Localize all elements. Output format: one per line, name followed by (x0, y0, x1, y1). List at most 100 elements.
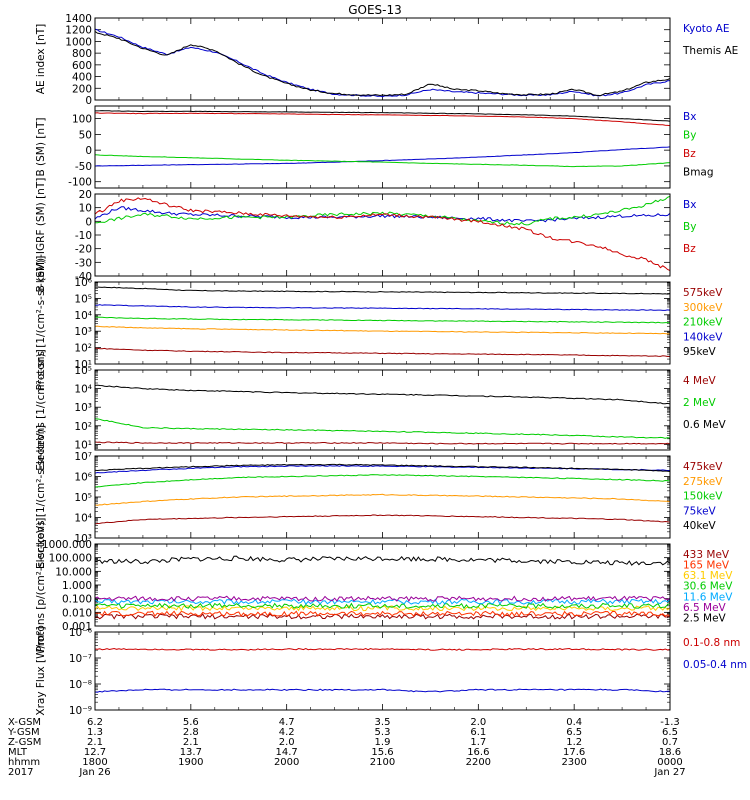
series-line-40kev (95, 463, 670, 472)
ephemeris-cell: 2200 (466, 757, 491, 768)
y-tick-label: 10⁴ (74, 384, 92, 396)
series-line-2-mev (95, 418, 670, 439)
y-axis-label: Protons [p/(cm²-s-sr-keV)] (35, 518, 47, 653)
series-line-0-6-mev (95, 384, 670, 405)
y-tick-label: 10⁵ (74, 365, 92, 377)
ephemeris-cell: 2.1 (87, 737, 103, 748)
y-tick-label: 10.000 (55, 566, 92, 578)
y-tick-label: 800 (72, 48, 92, 60)
ephemeris-cell: Jan 27 (653, 767, 685, 778)
series-group (95, 555, 670, 620)
panel-frame (94, 17, 671, 101)
ephemeris-cell: 2.8 (183, 727, 199, 738)
figure-title: GOES-13 (348, 3, 402, 17)
legend-entry: 0.05-0.4 nm (683, 659, 747, 671)
legend-entry: 475keV (683, 461, 723, 473)
y-tick-label: 0.100 (62, 594, 92, 606)
y-tick-label: 600 (72, 60, 92, 72)
y-tick-label: 0.010 (62, 607, 92, 619)
series-group (95, 110, 670, 168)
ephemeris-cell: 6.2 (87, 717, 103, 728)
ephemeris-cell: 1.7 (470, 737, 486, 748)
ephemeris-cell: 5.6 (183, 717, 199, 728)
ephemeris-cell: Jan 26 (78, 767, 110, 778)
legend-entry: 433 MeV (683, 549, 730, 561)
series-line-95kev (95, 286, 670, 295)
y-tick-label: 10⁴ (74, 310, 92, 322)
y-tick-label: 1400 (65, 13, 92, 25)
y-tick-label: 0 (85, 216, 92, 228)
y-tick-label: 10² (74, 421, 92, 433)
y-tick-label: 20 (79, 189, 92, 201)
panel-b: -100 -50 0 50 100 B (SM) [nT] Bx By Bz Bmag (35, 105, 714, 189)
ephemeris-cell: 0000 (657, 757, 682, 768)
ephemeris-row-label: X-GSM (8, 717, 41, 728)
panel-frame (94, 455, 671, 539)
legend-entry: Bz (683, 148, 696, 160)
legend-entry: 275keV (683, 476, 723, 488)
series-line-11-6-mev (95, 598, 670, 605)
y-tick-label: 10⁻⁷ (69, 653, 92, 665)
legend-entry: 30.6 MeV (683, 581, 733, 593)
series-group (95, 286, 670, 357)
legend-entry: Kyoto AE (683, 23, 729, 35)
ephemeris-cell: 1.3 (87, 727, 103, 738)
y-tick-label: 10³ (74, 402, 92, 414)
legend-entry: 95keV (683, 346, 717, 358)
series-line-by (95, 154, 670, 168)
y-axis-label: Electrons [1/(cm²-s-sr)] (35, 349, 47, 471)
ephemeris-cell: 16.6 (467, 747, 489, 758)
series-line-30-6-mev (95, 602, 670, 610)
series-line-165-mev (95, 610, 670, 617)
legend-entry: 150keV (683, 491, 723, 503)
y-tick-label: 10⁻⁹ (69, 705, 92, 717)
y-axis-label: Xray Flux [W/m²] (35, 626, 47, 715)
legend-entry: 165 MeV (683, 560, 730, 572)
y-tick-label: -10 (75, 230, 92, 242)
series-line-140kev (95, 304, 670, 311)
series-line-433-mev (95, 613, 670, 620)
ephemeris-cell: 12.7 (84, 747, 106, 758)
legend-entry: Bmag (683, 167, 714, 179)
y-tick-label: -100 (68, 177, 92, 189)
ephemeris-cell: 0.7 (662, 737, 678, 748)
y-tick-label: 400 (72, 72, 92, 84)
series-line-bmag (95, 110, 670, 122)
panel-frame (94, 281, 671, 365)
ephemeris-cell: 14.7 (276, 747, 298, 758)
series-line-bz (95, 197, 670, 272)
legend-entry: 6.5 MeV (683, 602, 727, 614)
series-line-210kev (95, 316, 670, 324)
series-group (95, 28, 670, 98)
y-tick-label: 10⁷ (74, 451, 92, 463)
legend-entry: 75keV (683, 505, 717, 517)
legend-entry: 0.1-0.8 nm (683, 637, 740, 649)
legend-entry: 63.1 MeV (683, 570, 733, 582)
y-axis-label: B (SM) [nT] (35, 117, 47, 176)
y-tick-label: 10⁵ (74, 293, 92, 305)
y-tick-label: 10² (74, 343, 92, 355)
legend-entry: Bx (683, 111, 696, 123)
legend-entry: 11.6 MeV (683, 591, 733, 603)
panel-frame (94, 105, 671, 189)
y-tick-label: -20 (75, 244, 92, 256)
series-group (95, 463, 670, 525)
legend-entry: 575keV (683, 287, 723, 299)
series-group (95, 384, 670, 445)
ephemeris-cell: 4.2 (279, 727, 295, 738)
legend-entry: 210keV (683, 317, 723, 329)
ephemeris-row-label: MLT (8, 747, 28, 758)
ephemeris-cell: 2.0 (470, 717, 486, 728)
y-tick-label: 0.001 (62, 621, 92, 633)
ephemeris-cell: 13.7 (180, 747, 202, 758)
legend-entry: 2.5 MeV (683, 612, 727, 624)
y-tick-label: 10⁵ (74, 492, 92, 504)
ephemeris-cell: 1900 (178, 757, 203, 768)
panel-frame (94, 543, 671, 627)
ephemeris-table: X-GSMY-GSMZ-GSMMLThhmm20176.21.32.112.71… (7, 717, 686, 778)
ephemeris-cell: 2300 (561, 757, 586, 768)
series-line-bz (95, 112, 670, 127)
ephemeris-cell: 2100 (370, 757, 395, 768)
